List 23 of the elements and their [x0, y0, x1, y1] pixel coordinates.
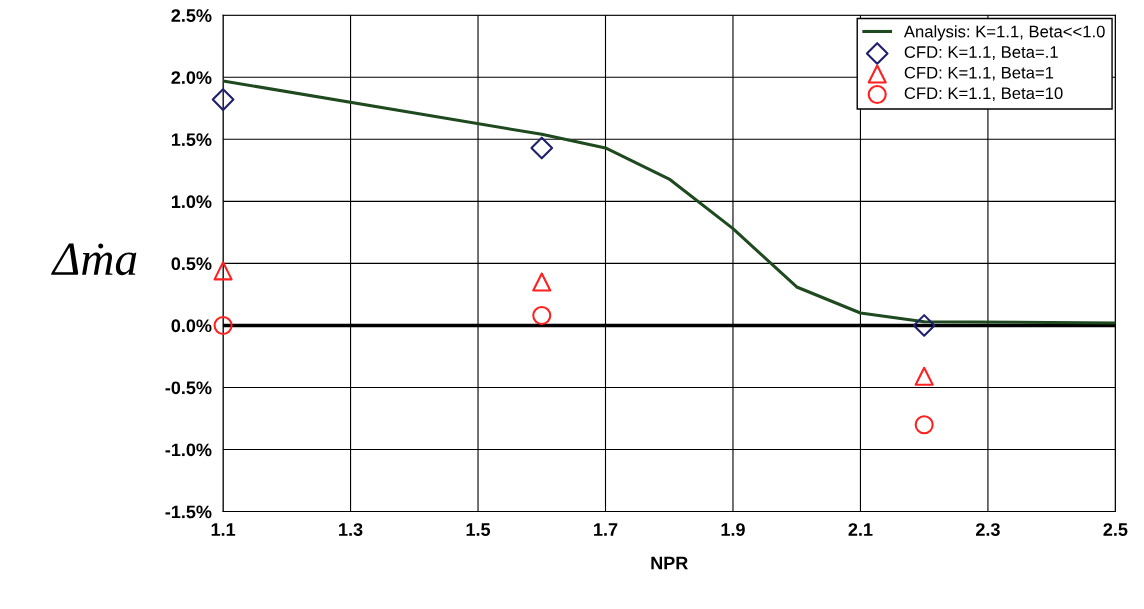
- x-tick-label: 1.3: [339, 523, 363, 536]
- x-axis-title: NPR: [651, 556, 688, 570]
- x-tick-label: 1.5: [466, 523, 491, 536]
- legend-label: CFD: K=1.1, Beta=.1: [904, 46, 1058, 60]
- y-tick-label: 0.5%: [171, 257, 212, 271]
- x-tick-label: 2.3: [976, 523, 1000, 536]
- y-tick-label: -1.0%: [165, 443, 212, 457]
- y-tick-label: 1.5%: [171, 133, 212, 147]
- y-tick-label: 2.5%: [171, 9, 212, 22]
- legend-label: CFD: K=1.1, Beta=1: [904, 66, 1054, 81]
- y-tick-label: 0.0%: [171, 319, 212, 333]
- y-axis-title: Δṁa: [51, 243, 137, 276]
- y-tick-label: 2.0%: [171, 71, 212, 84]
- x-tick-label: 1.1: [211, 523, 236, 536]
- legend-label: CFD: K=1.1, Beta=10: [904, 87, 1063, 102]
- x-tick-label: 2.5: [1103, 523, 1128, 536]
- x-tick-label: 2.1: [848, 523, 873, 536]
- y-tick-label: -0.5%: [165, 381, 212, 395]
- y-tick-label: 1.0%: [171, 195, 212, 209]
- x-tick-label: 1.7: [594, 523, 618, 536]
- x-tick-label: 1.9: [721, 523, 745, 536]
- y-tick-label: -1.5%: [165, 505, 212, 519]
- legend-label: Analysis: K=1.1, Beta<<1.0: [903, 25, 1105, 41]
